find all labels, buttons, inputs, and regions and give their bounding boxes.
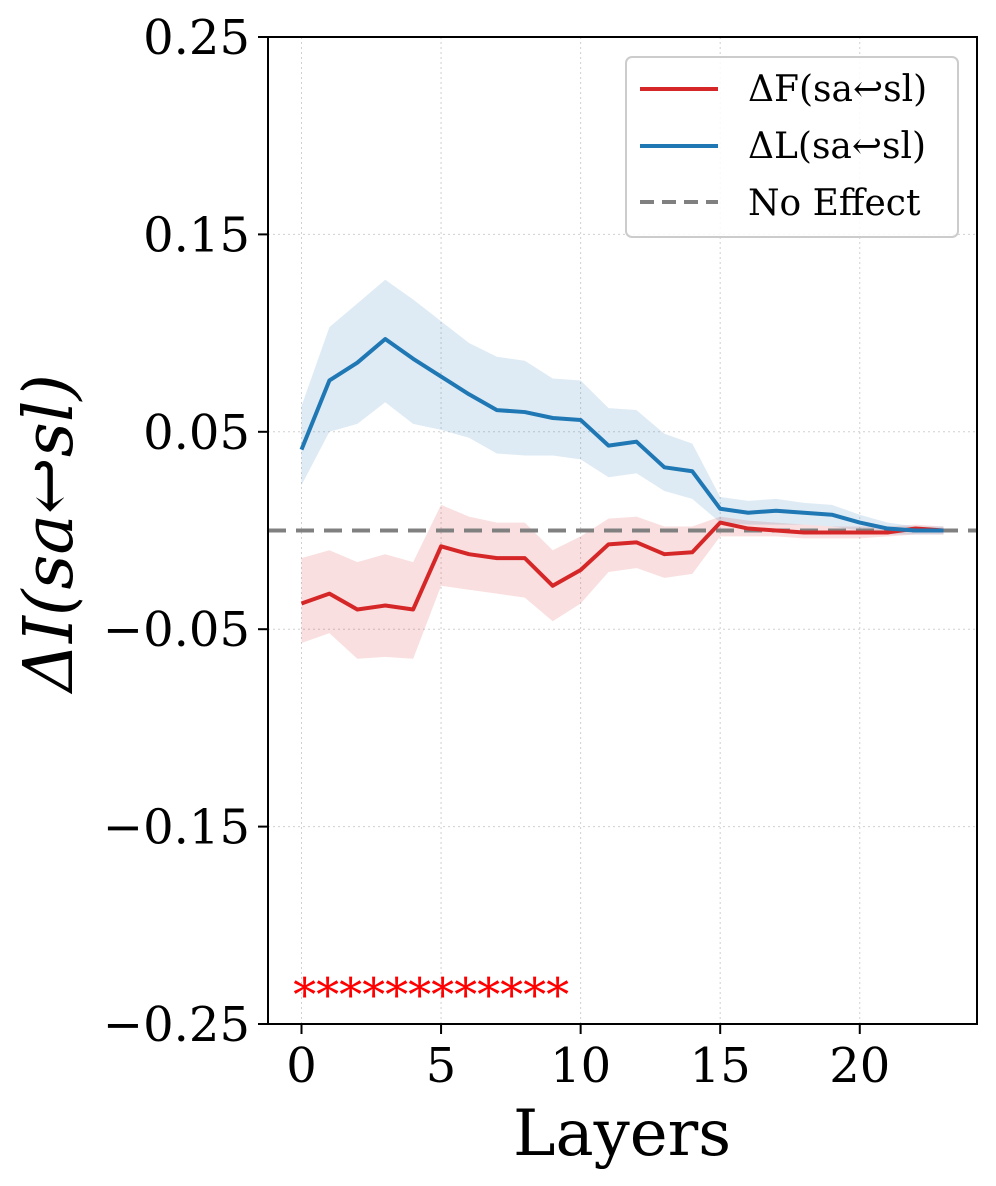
x-tick-label-4: 20 (829, 1038, 890, 1094)
plot-frame (267, 36, 978, 1025)
legend-label-no-effect: No Effect (748, 183, 921, 224)
x-tick-label-1: 5 (426, 1038, 457, 1094)
series-line-1 (299, 337, 944, 533)
y-tick-label-3: −0.05 (103, 602, 250, 658)
y-axis-ticks: 0.25 0.15 0.05 −0.05 −0.15 −0.25 (103, 10, 268, 1053)
annotations: ************ (293, 967, 569, 1021)
legend-label-l: ΔL(sa↩sl) (748, 126, 926, 167)
confidence-bands (301, 279, 944, 659)
confidence-band-0 (301, 504, 944, 659)
y-tick-label-4: −0.15 (103, 800, 250, 856)
y-tick-label-0: 0.25 (143, 10, 250, 66)
y-tick-label-2: 0.05 (143, 405, 250, 461)
confidence-band-1 (301, 279, 944, 535)
legend: ΔF(sa↩sl) ΔL(sa↩sl) No Effect (625, 56, 959, 238)
legend-label-f: ΔF(sa↩sl) (748, 69, 927, 110)
x-tick-label-0: 0 (286, 1038, 317, 1094)
x-axis-ticks: 0 5 10 15 20 (286, 1024, 890, 1094)
y-tick-label-1: 0.15 (143, 207, 250, 263)
series-lines (299, 337, 944, 612)
legend-box (625, 56, 959, 238)
y-axis-title: ΔI(sa↩sl) (10, 374, 89, 695)
series-line-0 (300, 520, 944, 612)
x-tick-label-2: 10 (550, 1038, 611, 1094)
x-tick-label-3: 15 (690, 1038, 751, 1094)
x-axis-title: Layers (513, 1097, 731, 1171)
y-tick-label-5: −0.25 (103, 997, 250, 1053)
significance-stars: ************ (293, 967, 569, 1021)
